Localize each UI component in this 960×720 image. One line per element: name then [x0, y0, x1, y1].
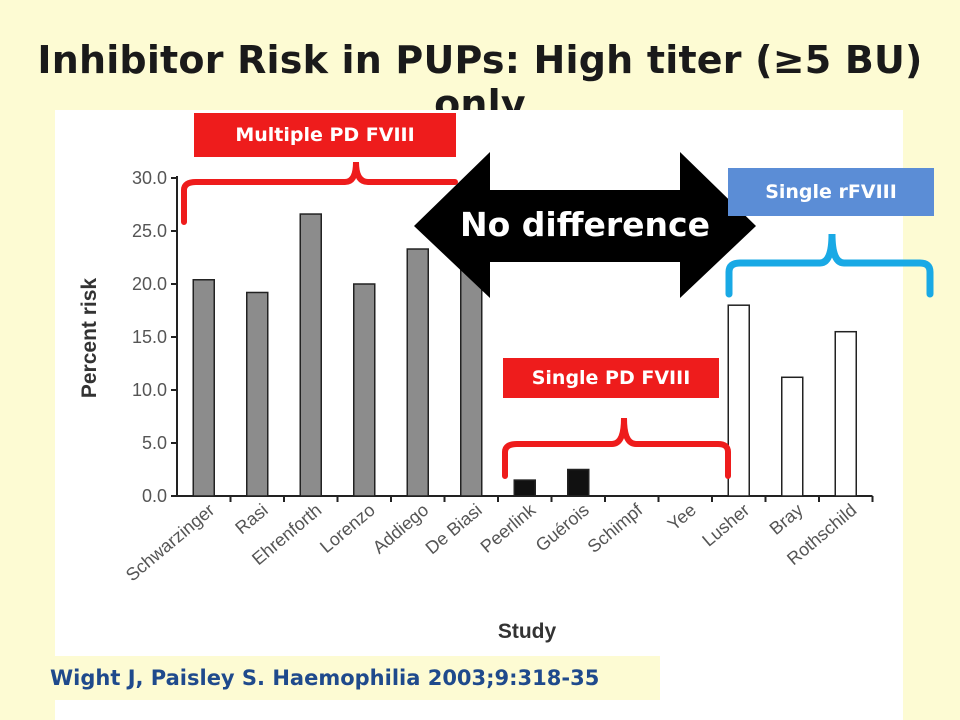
x-tick-label: Addiego — [369, 500, 432, 558]
bar-lusher — [727, 304, 750, 497]
x-tick-label: Schwarzinger — [122, 500, 218, 585]
y-tick-label: 20.0 — [132, 274, 167, 294]
single-rfviii-label: Single rFVIII — [728, 168, 934, 216]
x-tick-label: Guérois — [532, 500, 593, 556]
y-tick-label: 25.0 — [132, 221, 167, 241]
bar-peerlink — [513, 479, 536, 497]
y-tick-label: 15.0 — [132, 327, 167, 347]
x-tick-label: Lorenzo — [316, 500, 379, 557]
bar-bray — [781, 376, 804, 497]
x-tick-label: Yee — [664, 500, 700, 535]
no-difference-label: No difference — [460, 205, 710, 244]
citation: Wight J, Paisley S. Haemophilia 2003;9:3… — [40, 656, 660, 700]
multiple-pd-bracket — [181, 161, 458, 225]
x-tick-label: Rasi — [231, 500, 271, 538]
y-tick-label: 0.0 — [142, 486, 167, 506]
multiple-pd-fviii-label: Multiple PD FVIII — [194, 113, 456, 157]
single-pd-fviii-label: Single PD FVIII — [503, 358, 719, 398]
bar-addiego — [406, 248, 429, 497]
x-tick-label: Lusher — [698, 500, 753, 551]
bar-lorenzo — [353, 283, 376, 497]
y-axis-title: Percent risk — [78, 278, 101, 399]
single-pd-bracket — [502, 417, 731, 479]
y-tick-label: 10.0 — [132, 380, 167, 400]
bar-schwarzinger — [192, 279, 215, 497]
slide-title: Inhibitor Risk in PUPs: High titer (≥5 B… — [37, 38, 923, 126]
bar-gurois — [567, 468, 590, 497]
x-axis-title: Study — [498, 620, 557, 643]
x-tick-label: Peerlink — [477, 499, 540, 557]
bar-rothschild — [834, 330, 857, 497]
x-tick-label: De Biasi — [422, 500, 486, 558]
y-tick-label: 30.0 — [132, 168, 167, 188]
x-tick-label: Bray — [766, 500, 807, 539]
x-tick-label: Schimpf — [584, 499, 647, 557]
bar-rasi — [246, 291, 269, 497]
single-r-bracket — [725, 233, 934, 298]
double-arrow-icon — [414, 152, 756, 298]
y-tick-label: 5.0 — [142, 433, 167, 453]
bar-debiasi — [460, 267, 483, 497]
chart-bars — [192, 213, 857, 497]
bar-ehrenforth — [299, 213, 322, 497]
